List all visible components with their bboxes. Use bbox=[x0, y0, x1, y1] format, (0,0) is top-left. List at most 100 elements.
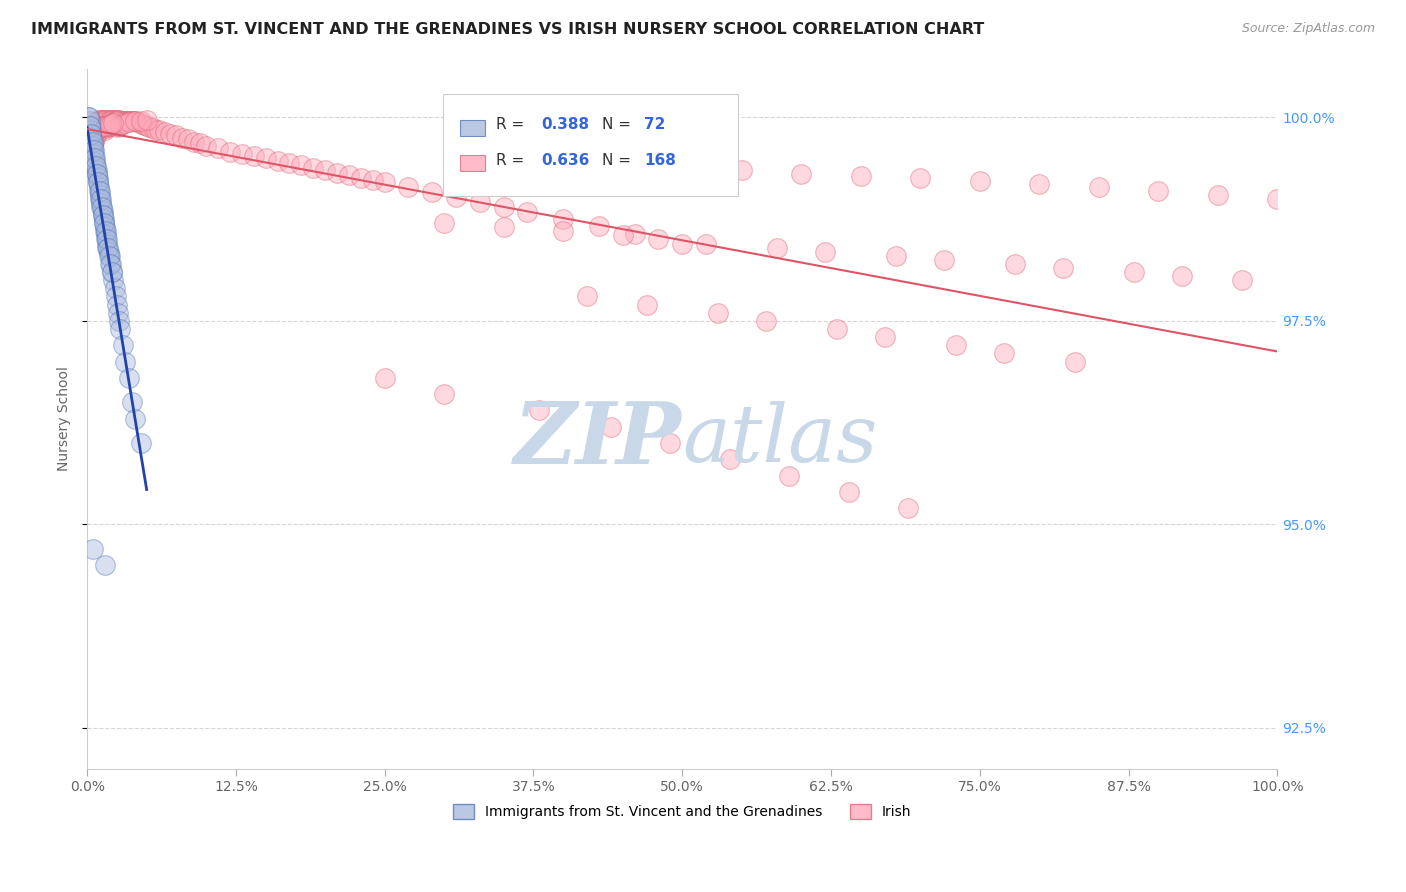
Point bbox=[97, 118, 120, 132]
Point bbox=[120, 114, 142, 128]
Point bbox=[96, 120, 118, 135]
Point bbox=[94, 224, 117, 238]
Point bbox=[96, 120, 118, 135]
Point bbox=[84, 130, 107, 145]
Point bbox=[659, 436, 682, 450]
Point bbox=[104, 112, 127, 127]
Point bbox=[242, 149, 264, 163]
Point bbox=[361, 173, 384, 187]
Point bbox=[87, 122, 110, 136]
Point bbox=[195, 139, 218, 153]
Text: 168: 168 bbox=[644, 153, 676, 168]
Point bbox=[492, 220, 515, 235]
Point bbox=[82, 135, 104, 149]
Point bbox=[127, 115, 149, 129]
Point bbox=[90, 112, 112, 127]
Point bbox=[993, 346, 1015, 360]
Point bbox=[825, 322, 848, 336]
Point bbox=[96, 112, 118, 127]
Point bbox=[89, 184, 111, 198]
Point bbox=[100, 257, 122, 271]
Point bbox=[118, 114, 141, 128]
Point bbox=[103, 273, 125, 287]
Point bbox=[87, 184, 110, 198]
Point bbox=[553, 212, 575, 227]
Point bbox=[110, 113, 132, 128]
Point bbox=[83, 127, 105, 141]
Point bbox=[107, 112, 129, 127]
Point bbox=[111, 113, 134, 128]
Point bbox=[612, 228, 634, 243]
Point bbox=[89, 192, 111, 206]
Point bbox=[79, 119, 101, 133]
Text: 72: 72 bbox=[644, 118, 665, 132]
Point bbox=[83, 117, 105, 131]
Point bbox=[207, 141, 229, 155]
Point bbox=[91, 120, 114, 134]
Point bbox=[910, 171, 932, 186]
Point bbox=[89, 187, 111, 202]
Text: Source: ZipAtlas.com: Source: ZipAtlas.com bbox=[1241, 22, 1375, 36]
Point bbox=[142, 120, 165, 135]
Point bbox=[80, 130, 103, 145]
Point bbox=[86, 163, 108, 178]
Point bbox=[93, 212, 115, 227]
Point bbox=[172, 130, 194, 145]
Point bbox=[80, 130, 103, 145]
Point bbox=[90, 195, 112, 210]
Point bbox=[103, 116, 125, 130]
Point bbox=[80, 135, 103, 149]
Point bbox=[231, 147, 253, 161]
Point bbox=[107, 120, 129, 134]
Point bbox=[266, 153, 288, 168]
Point bbox=[94, 112, 117, 127]
Point bbox=[91, 112, 114, 127]
Point bbox=[492, 200, 515, 214]
Point bbox=[1206, 187, 1229, 202]
Point bbox=[97, 120, 120, 134]
Point bbox=[96, 232, 118, 246]
Point bbox=[80, 122, 103, 136]
Point bbox=[115, 113, 138, 128]
Point bbox=[82, 143, 104, 157]
Point bbox=[90, 120, 112, 135]
Point bbox=[623, 227, 645, 241]
Y-axis label: Nursery School: Nursery School bbox=[58, 366, 72, 471]
Point bbox=[731, 163, 754, 178]
Point bbox=[94, 558, 117, 573]
Text: N =: N = bbox=[602, 153, 636, 168]
Point bbox=[165, 128, 187, 143]
Text: 0.388: 0.388 bbox=[541, 118, 589, 132]
Point bbox=[111, 338, 134, 352]
Point bbox=[87, 176, 110, 190]
Point bbox=[219, 145, 242, 159]
Text: atlas: atlas bbox=[682, 401, 877, 478]
Point bbox=[778, 468, 800, 483]
Point bbox=[575, 289, 598, 303]
Point bbox=[100, 112, 122, 127]
Point bbox=[108, 119, 131, 133]
Point bbox=[138, 120, 160, 135]
Point bbox=[103, 112, 125, 127]
Point bbox=[134, 118, 156, 132]
Point bbox=[110, 118, 132, 132]
Point bbox=[148, 123, 170, 137]
Point bbox=[433, 216, 456, 230]
Point bbox=[1123, 265, 1146, 279]
Point bbox=[80, 127, 103, 141]
Point bbox=[121, 395, 143, 409]
Point bbox=[86, 127, 108, 141]
Point bbox=[145, 122, 167, 136]
Point bbox=[420, 186, 443, 200]
Point bbox=[90, 200, 112, 214]
Point bbox=[83, 135, 105, 149]
Point bbox=[398, 180, 420, 194]
Point bbox=[87, 112, 110, 127]
Point bbox=[96, 232, 118, 246]
Point bbox=[588, 219, 610, 234]
Point bbox=[814, 244, 837, 259]
Point bbox=[79, 114, 101, 128]
Point bbox=[94, 122, 117, 136]
Point bbox=[873, 330, 896, 344]
Point bbox=[82, 541, 104, 556]
